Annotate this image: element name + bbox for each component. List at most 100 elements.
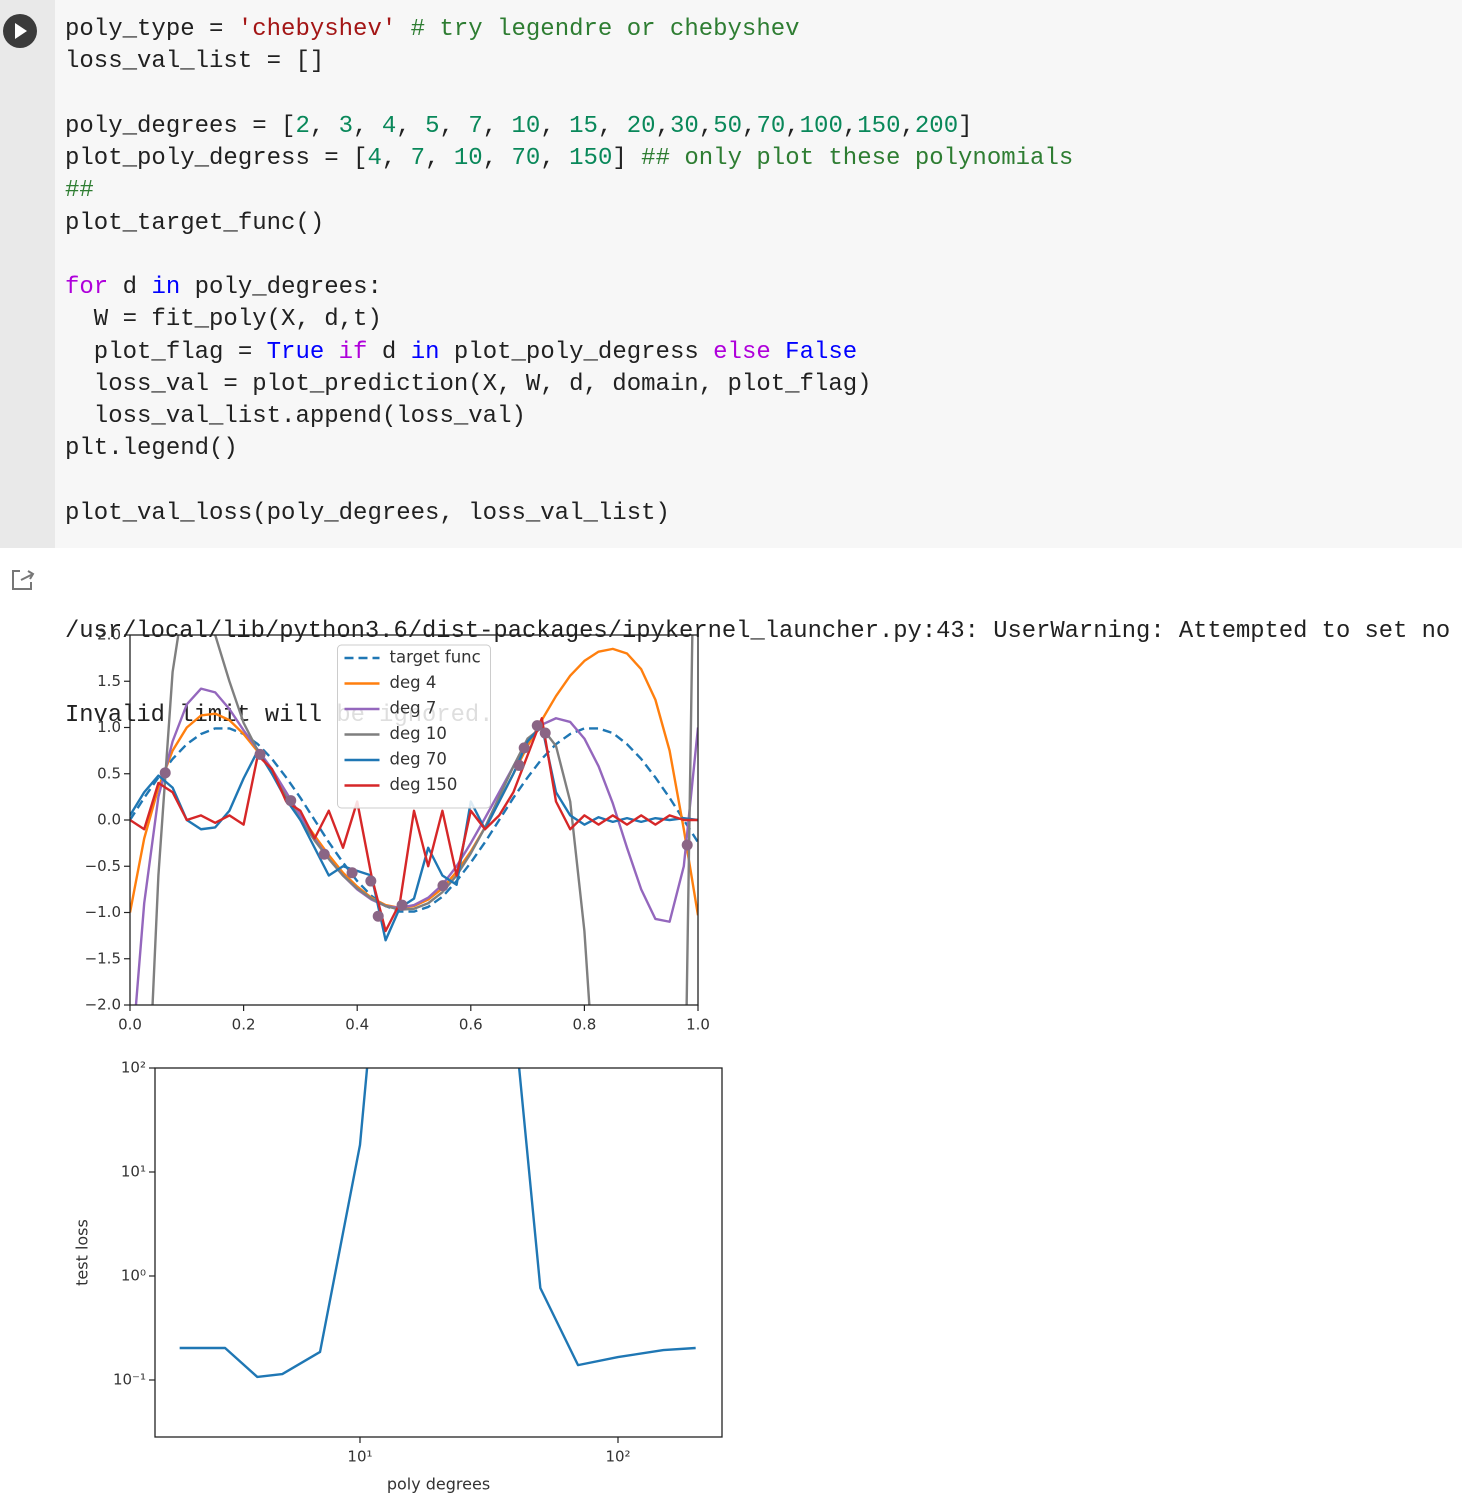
code-token: 7 — [468, 112, 483, 140]
code-token: , — [597, 112, 627, 140]
code-token: plot_poly_degress = [ — [65, 145, 368, 173]
x-tick-label: 0.2 — [232, 1016, 256, 1034]
x-tick-label: 10¹ — [347, 1448, 372, 1466]
code-token: in — [151, 274, 181, 302]
code-token: , — [353, 112, 382, 140]
x-axis-label: poly degrees — [387, 1475, 490, 1494]
code-token: , — [381, 145, 411, 173]
code-token: else — [713, 338, 771, 366]
code-line: ## — [65, 175, 1073, 207]
code-token: ] — [612, 145, 642, 173]
code-token: 20 — [626, 112, 656, 140]
code-token: 3 — [338, 112, 354, 140]
code-token: poly_degrees: — [180, 274, 382, 302]
y-tick-label: −1.0 — [85, 903, 121, 921]
code-line: poly_type = 'chebyshev' # try legendre o… — [65, 14, 1073, 46]
code-token: 7 — [410, 145, 426, 173]
x-tick-label: 0.6 — [459, 1016, 483, 1034]
code-token: 150 — [569, 145, 613, 173]
code-token: , — [785, 112, 800, 140]
axes-frame — [154, 1067, 723, 1438]
data-point — [346, 867, 358, 879]
data-point — [365, 875, 377, 887]
y-tick-label: 1.0 — [97, 718, 121, 736]
data-point — [318, 848, 330, 860]
legend-label: deg 10 — [390, 724, 447, 743]
code-token: , — [439, 112, 469, 140]
code-token: , — [900, 112, 915, 140]
code-token: 4 — [381, 112, 397, 140]
code-token: 70 — [756, 112, 786, 140]
legend-label: deg 150 — [390, 775, 458, 794]
code-line: plt.legend() — [65, 433, 1073, 465]
code-token: 150 — [857, 112, 901, 140]
code-token: , — [482, 145, 512, 173]
code-token: , — [396, 112, 426, 140]
code-token: , — [482, 112, 512, 140]
code-line: plot_val_loss(poly_degrees, loss_val_lis… — [65, 498, 1073, 530]
code-token: 50 — [713, 112, 743, 140]
code-token: 100 — [799, 112, 843, 140]
legend-label: target func — [390, 648, 481, 667]
code-token: plot_target_func() — [65, 209, 325, 237]
data-point — [254, 748, 266, 760]
code-token: 5 — [425, 112, 440, 140]
code-token: 'chebyshev' — [237, 16, 397, 43]
code-token: , — [655, 112, 670, 140]
data-point — [437, 880, 449, 892]
code-line: plot_poly_degress = [4, 7, 10, 70, 150] … — [65, 143, 1073, 175]
code-editor[interactable]: poly_type = 'chebyshev' # try legendre o… — [65, 14, 1073, 530]
code-token: 10 — [453, 145, 483, 173]
legend-label: deg 7 — [390, 699, 437, 718]
code-token: , — [698, 112, 714, 140]
legend-box — [337, 644, 491, 809]
code-line: poly_degrees = [2, 3, 4, 5, 7, 10, 15, 2… — [65, 111, 1073, 143]
code-token: , — [309, 112, 339, 140]
output-icon-box — [12, 570, 32, 590]
y-tick-label: 0.0 — [97, 811, 121, 829]
code-token: in — [410, 338, 440, 366]
code-token: False — [785, 338, 858, 366]
code-token: 70 — [511, 145, 541, 173]
output-icon-arrow — [20, 570, 35, 581]
code-token: loss_val_list.append(loss_val) — [65, 403, 526, 431]
code-token: 2 — [295, 112, 310, 140]
code-line: W = fit_poly(X, d,t) — [65, 304, 1073, 336]
x-tick-label: 10² — [605, 1448, 630, 1466]
code-token: 10 — [511, 112, 541, 140]
code-token: 4 — [367, 145, 382, 173]
code-line: plot_flag = True if d in plot_poly_degre… — [65, 337, 1073, 369]
code-token: for — [65, 274, 109, 302]
y-tick-label: −0.5 — [85, 857, 121, 875]
code-token: if — [338, 338, 368, 366]
legend-label: deg 4 — [390, 673, 437, 692]
data-point — [513, 759, 525, 771]
code-line: loss_val_list.append(loss_val) — [65, 401, 1073, 433]
series-line — [130, 724, 698, 942]
run-button[interactable] — [0, 11, 40, 51]
data-point — [518, 742, 530, 754]
y-tick-label: −2.0 — [85, 996, 121, 1014]
code-token: plot_flag = — [65, 338, 267, 366]
run-icon[interactable] — [15, 23, 27, 39]
code-line: loss_val = plot_prediction(X, W, d, doma… — [65, 369, 1073, 401]
data-point — [285, 795, 297, 807]
code-token: 15 — [569, 112, 598, 140]
code-line: for d in poly_degrees: — [65, 272, 1073, 304]
y-tick-label: 10² — [121, 1059, 146, 1077]
y-tick-label: 1.5 — [97, 672, 121, 690]
code-token: True — [266, 338, 325, 366]
code-token: , — [842, 112, 858, 140]
code-token: , — [742, 112, 757, 140]
data-point — [531, 720, 543, 732]
code-token: poly_degrees = [ — [65, 112, 296, 140]
code-token: 30 — [670, 112, 699, 140]
y-tick-label: 10⁰ — [121, 1266, 146, 1284]
code-line: plot_target_func() — [65, 208, 1073, 240]
code-token: plt.legend() — [65, 435, 238, 463]
code-token: ] — [958, 112, 973, 140]
data-point — [372, 910, 384, 922]
code-token: plot_poly_degress — [439, 338, 714, 366]
